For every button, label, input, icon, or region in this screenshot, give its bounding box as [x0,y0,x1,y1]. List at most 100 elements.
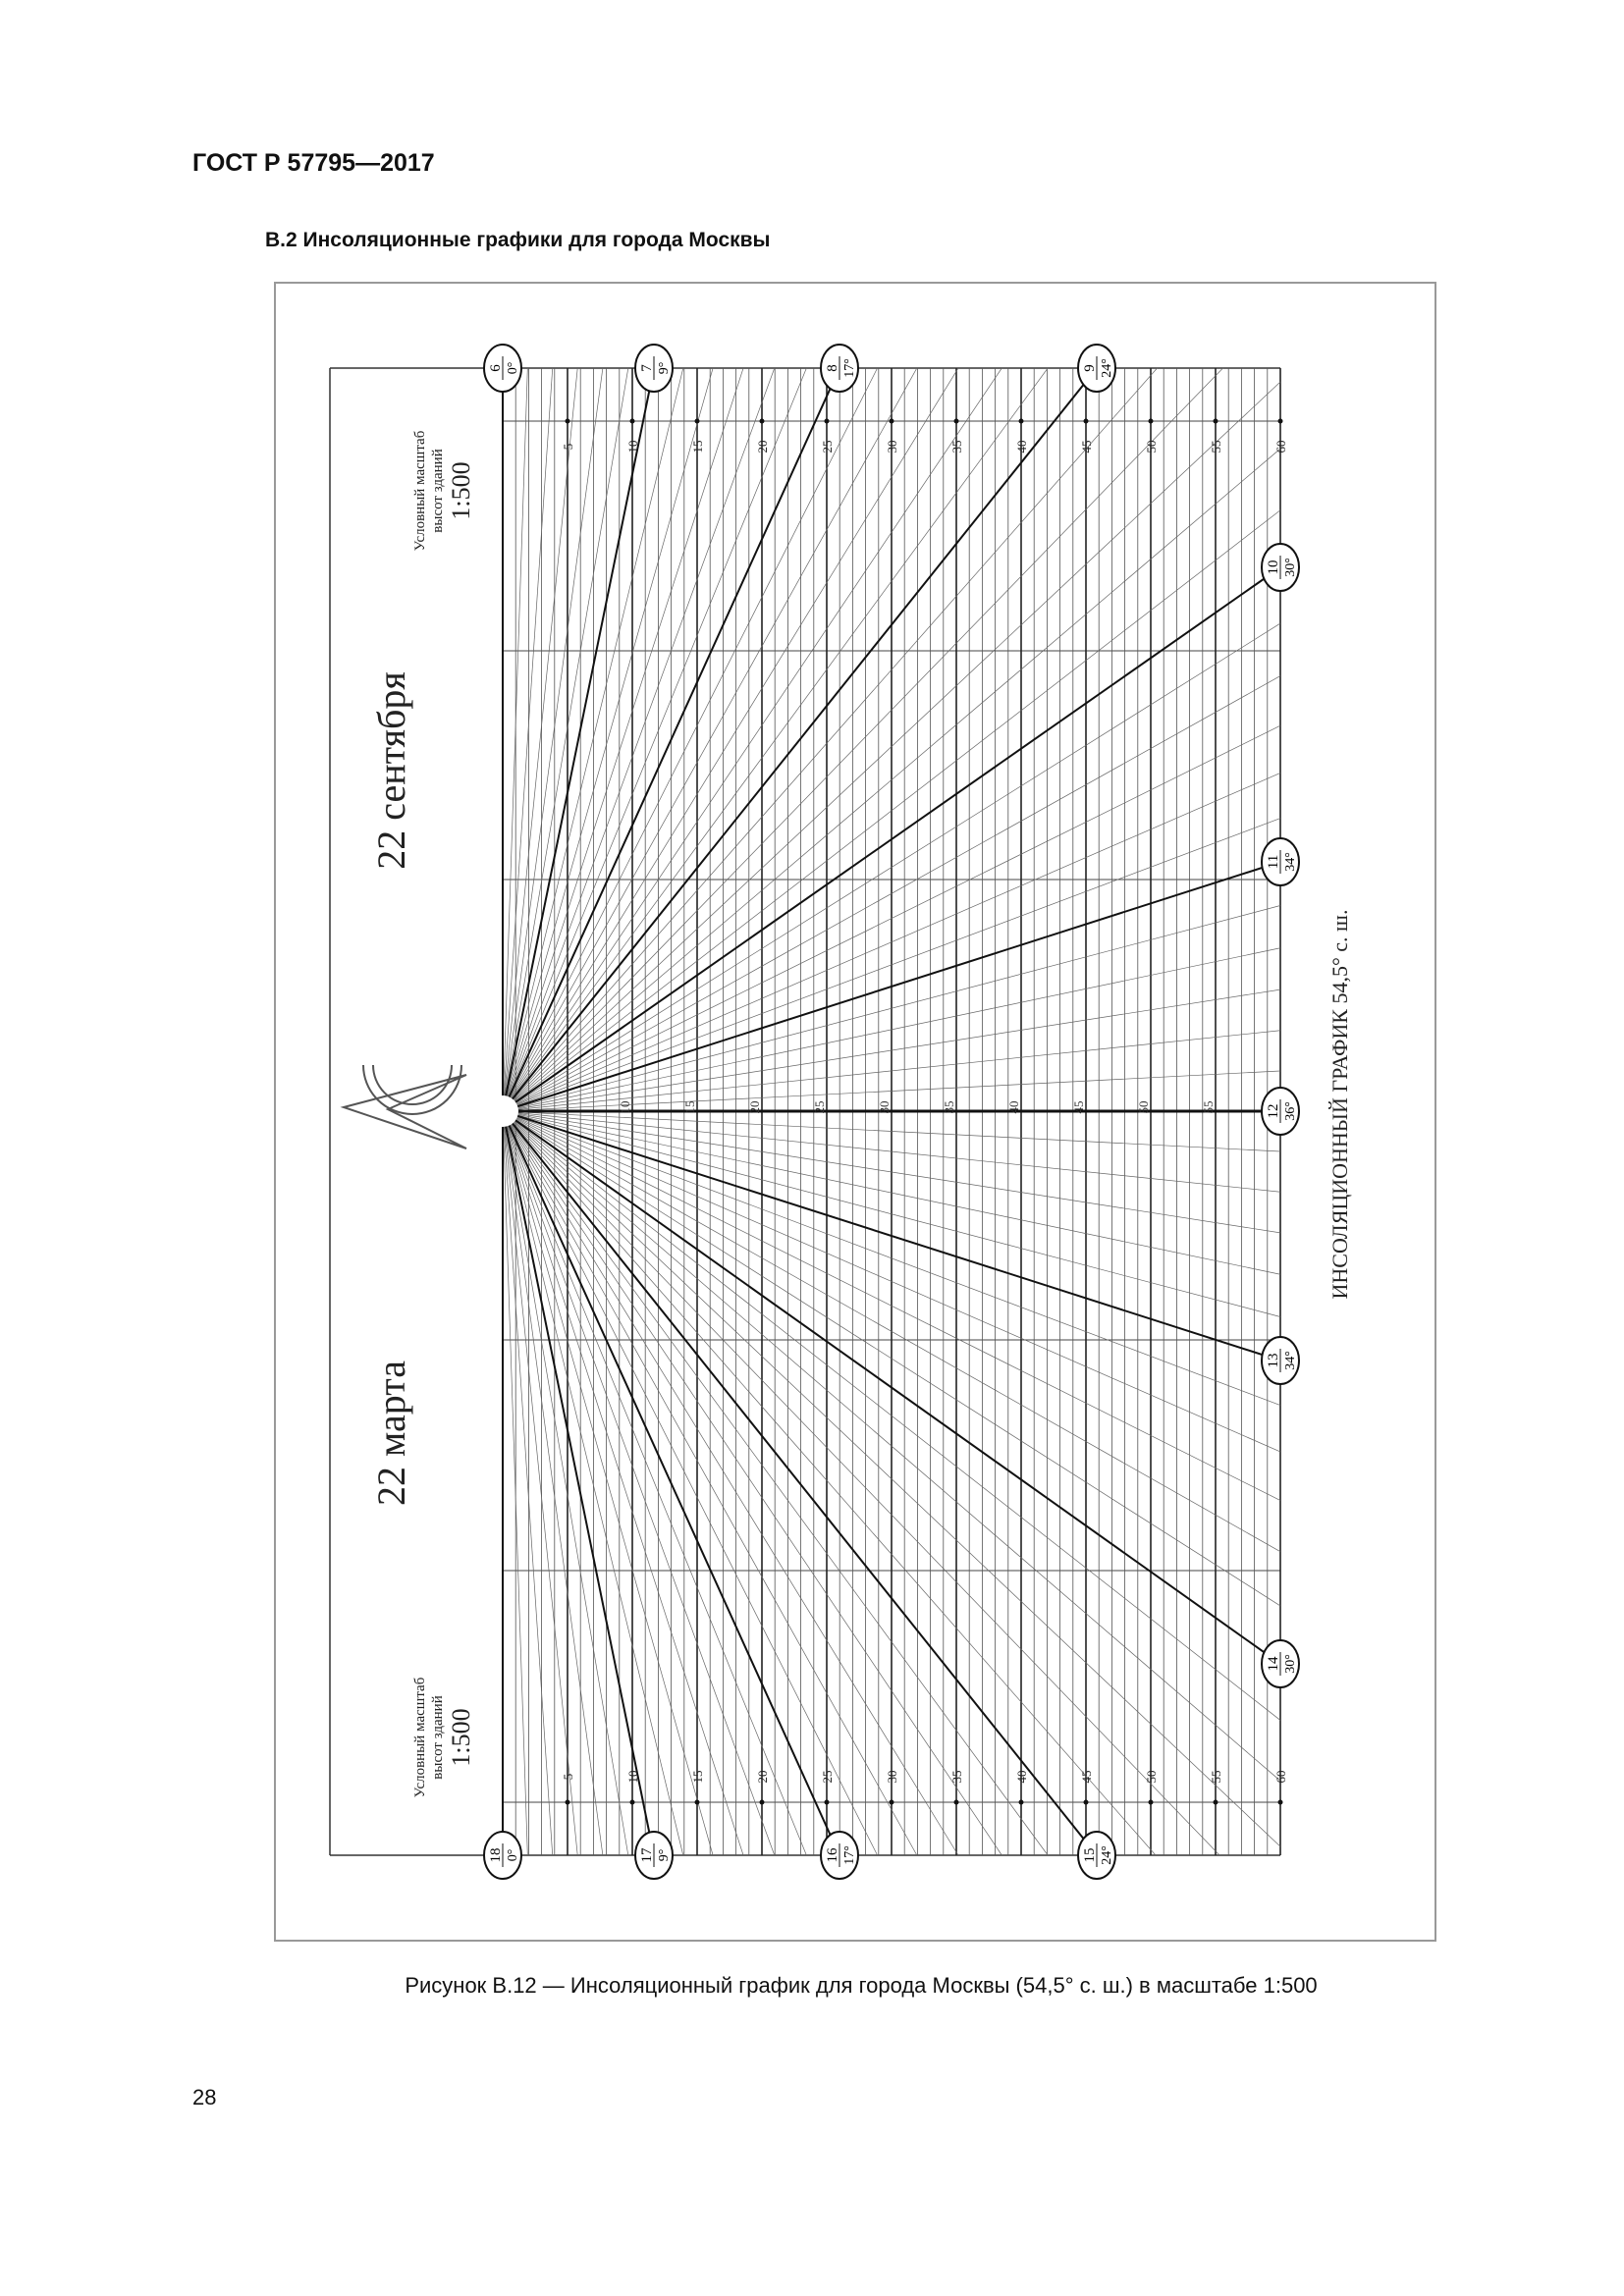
hour-label: 9 [1082,364,1098,372]
ten-minute-ray [502,367,629,1112]
height-mark-dot [824,418,830,424]
height-mark-label-top: 55 [1209,441,1223,454]
azimuth-label: 0° [506,362,520,375]
ten-minute-ray [502,1070,1281,1112]
ten-minute-ray [502,1110,744,1856]
hour-label: 14 [1266,1656,1281,1672]
center-mark-label: 15 [682,1101,697,1114]
center-mark-label: 40 [1006,1101,1021,1114]
document-header: ГОСТ Р 57795—2017 [192,149,435,177]
hour-label: 16 [825,1847,840,1863]
hour-marker-9: 9 24° [1077,344,1116,393]
height-mark-dot [1213,418,1218,424]
center-mark-label: 10 [618,1101,632,1114]
height-mark-dot [953,1799,959,1805]
ten-minute-ray [502,1110,1281,1406]
ten-minute-ray [502,1110,1157,1856]
hour-label: 11 [1266,855,1281,869]
azimuth-label: 36° [1283,1101,1298,1121]
hour-marker-text: 11 34° [1266,850,1298,874]
hour-rays [502,367,1281,1856]
hour-ray [502,1110,1281,1665]
height-marks: 5510101515202025253030353540404545505055… [561,418,1288,1805]
height-mark-label-bottom: 50 [1144,1771,1159,1784]
hour-ray [502,367,840,1112]
height-mark-dot [1148,1799,1154,1805]
ten-minute-ray [502,622,1281,1112]
height-mark-dot [1083,418,1089,424]
hour-marker-7: 7 9° [634,344,674,393]
scale-note-top-line1: Условный масштаб [412,430,428,551]
hour-marker-6: 6 0° [483,344,522,393]
hour-ray [502,1110,1281,1362]
ten-minute-ray [502,1110,1281,1275]
ten-minute-ray [502,1110,1281,1552]
ten-minute-ray [502,1110,959,1856]
ten-minute-ray [502,381,1281,1112]
ten-minute-ray [502,1110,1281,1501]
height-mark-label-bottom: 40 [1014,1771,1029,1784]
azimuth-label: 34° [1283,1351,1298,1370]
page-number: 28 [192,2085,217,2109]
height-mark-dot [1018,1799,1024,1805]
height-mark-label-bottom: 5 [561,1774,575,1781]
ten-minute-ray [502,367,744,1112]
scale-note-top-line2: высот зданий [430,449,446,532]
center-mark-label: 50 [1136,1101,1151,1114]
hour-marker-17: 17 9° [634,1831,674,1880]
hour-ray [502,861,1281,1112]
ten-minute-ray [502,1110,1281,1782]
center-mark-label: 25 [812,1101,827,1114]
ten-minute-ray [502,1110,1281,1152]
height-mark-dot [759,418,765,424]
height-mark-label-bottom: 45 [1079,1771,1094,1784]
hour-ray [502,367,655,1112]
ten-minute-ray [502,1110,1281,1453]
sun-point [487,1095,518,1127]
ten-minute-ray [502,1110,604,1856]
ten-minute-ray [502,1110,1002,1856]
hour-marker-text: 6 0° [488,356,520,380]
ten-minute-ray [502,1030,1281,1112]
azimuth-label: 34° [1283,852,1298,872]
ten-minute-ray [502,818,1281,1112]
ten-minute-ray [502,1110,807,1856]
date-top: 22 сентября [369,671,413,870]
hour-ray [502,367,1098,1112]
hour-marker-text: 13 34° [1266,1349,1298,1372]
ten-minute-ray [502,1110,578,1856]
hour-marker-text: 7 9° [639,356,672,380]
height-mark-dot [1018,418,1024,424]
section-title: В.2 Инсоляционные графики для города Мос… [265,229,771,251]
ten-minute-ray [502,1110,528,1856]
hour-marker-16: 16 17° [820,1831,859,1880]
hour-label: 12 [1266,1104,1281,1119]
ten-minute-ray [502,367,959,1112]
azimuth-label: 24° [1100,1845,1114,1865]
hour-markers: 6 0° 7 9° 8 17° 9 24°10 30°11 34°12 36°13 34°14 30°1… [483,344,1300,1880]
azimuth-label: 24° [1100,358,1114,378]
ten-minute-ray [502,367,1158,1112]
ten-minute-ray [502,1110,878,1856]
height-mark-label-top: 20 [755,441,770,454]
height-mark-label-bottom: 25 [820,1771,835,1784]
height-mark-dot [889,1799,894,1805]
hour-label: 18 [488,1848,504,1863]
height-mark-label-bottom: 15 [690,1771,705,1784]
azimuth-label: 17° [842,358,857,378]
height-mark-label-bottom: 35 [949,1771,964,1784]
height-mark-dot [824,1799,830,1805]
hour-marker-text: 15 24° [1082,1843,1114,1867]
scale-value-bottom: 1:500 [447,1708,475,1766]
height-mark-label-top: 10 [625,441,640,454]
center-mark-label: 30 [877,1101,892,1114]
ten-minute-ray [502,1110,714,1856]
ten-minute-ray [502,367,714,1112]
ten-minute-ray [502,1110,918,1856]
ten-minute-ray [502,1110,1281,1317]
height-mark-dot [759,1799,765,1805]
height-mark-dot [1213,1799,1218,1805]
figure-frame [274,282,1436,1942]
hour-marker-12: 12 36° [1261,1087,1300,1136]
